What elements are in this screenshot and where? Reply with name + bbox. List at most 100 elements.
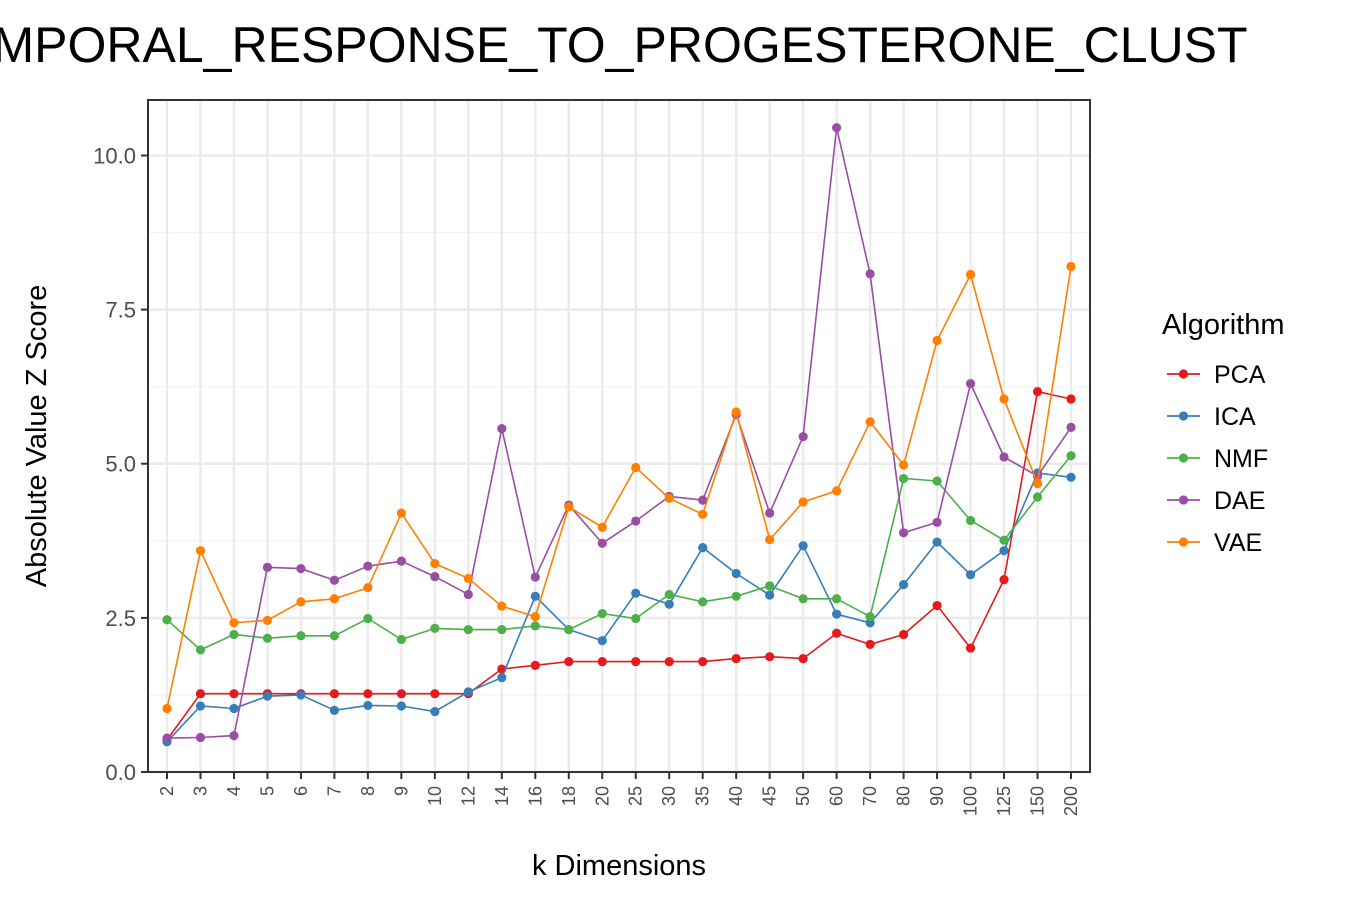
data-point-vae bbox=[731, 407, 741, 417]
legend-title: Algorithm bbox=[1162, 309, 1285, 341]
data-point-dae bbox=[1066, 422, 1076, 432]
data-point-ica bbox=[832, 609, 842, 619]
data-point-dae bbox=[765, 508, 775, 518]
data-point-vae bbox=[1032, 478, 1043, 489]
x-tick-label: 45 bbox=[760, 786, 780, 806]
series-line-vae bbox=[166, 266, 1072, 709]
data-point-vae bbox=[396, 508, 406, 518]
legend-key-point bbox=[1178, 369, 1189, 379]
x-tick-label: 5 bbox=[257, 786, 277, 796]
data-point-ica bbox=[765, 590, 775, 600]
data-point-nmf bbox=[329, 631, 340, 641]
legend-key-point bbox=[1178, 411, 1189, 421]
x-tick-label: 50 bbox=[793, 786, 813, 806]
data-point-pca bbox=[396, 689, 406, 699]
data-point-dae bbox=[430, 571, 440, 582]
data-point-pca bbox=[698, 657, 708, 667]
legend-label: NMF bbox=[1214, 445, 1268, 473]
data-point-vae bbox=[497, 601, 507, 611]
data-point-nmf bbox=[530, 621, 540, 631]
chart-title: MPORAL_RESPONSE_TO_PROGESTERONE_CLUST bbox=[0, 17, 1247, 73]
data-point-vae bbox=[664, 493, 674, 503]
data-point-vae bbox=[765, 534, 775, 545]
data-point-nmf bbox=[965, 515, 976, 526]
legend-label: VAE bbox=[1214, 529, 1262, 557]
data-point-vae bbox=[798, 497, 808, 507]
y-tick-label: 5.0 bbox=[105, 452, 136, 477]
data-point-ica bbox=[363, 700, 373, 711]
data-point-ica bbox=[396, 701, 406, 711]
data-point-dae bbox=[597, 538, 607, 548]
y-axis-title: Absolute Value Z Score bbox=[21, 285, 53, 588]
data-point-vae bbox=[229, 618, 239, 628]
series-vae bbox=[162, 261, 1076, 714]
data-point-nmf bbox=[195, 645, 206, 655]
x-tick-label: 90 bbox=[927, 786, 947, 806]
data-point-nmf bbox=[798, 594, 808, 604]
panel-background bbox=[148, 100, 1090, 772]
data-point-pca bbox=[965, 643, 976, 653]
data-point-nmf bbox=[1066, 451, 1076, 461]
data-point-pca bbox=[597, 657, 607, 667]
x-tick-label: 10 bbox=[425, 786, 445, 806]
legend-key-point bbox=[1178, 537, 1189, 547]
x-tick-label: 125 bbox=[994, 786, 1014, 816]
data-point-ica bbox=[430, 706, 440, 717]
series-line-ica bbox=[166, 472, 1072, 743]
legend-label: DAE bbox=[1214, 487, 1265, 515]
data-point-ica bbox=[296, 690, 306, 700]
data-point-ica bbox=[631, 588, 641, 598]
x-axis-title: k Dimensions bbox=[532, 850, 706, 882]
data-point-pca bbox=[195, 689, 206, 699]
data-point-vae bbox=[832, 486, 842, 496]
x-tick-label: 14 bbox=[492, 786, 512, 806]
data-point-pca bbox=[430, 689, 440, 699]
data-point-nmf bbox=[999, 535, 1009, 545]
data-point-dae bbox=[865, 269, 875, 279]
legend-item-dae: DAE bbox=[1167, 487, 1265, 515]
data-point-nmf bbox=[932, 476, 942, 486]
legend: Algorithm PCA ICA NMF DAE VAE bbox=[1162, 309, 1285, 557]
data-point-vae bbox=[898, 460, 909, 470]
x-tick-label: 40 bbox=[726, 786, 746, 806]
data-point-ica bbox=[664, 599, 674, 609]
legend-label: ICA bbox=[1214, 403, 1256, 431]
data-point-pca bbox=[564, 657, 574, 667]
data-point-vae bbox=[430, 559, 440, 569]
data-point-dae bbox=[698, 495, 708, 505]
data-point-vae bbox=[698, 509, 708, 519]
data-point-vae bbox=[296, 597, 306, 607]
data-point-ica bbox=[262, 691, 273, 701]
data-point-dae bbox=[932, 517, 942, 527]
x-tick-label: 60 bbox=[827, 786, 847, 806]
data-point-dae bbox=[530, 572, 540, 582]
data-point-vae bbox=[195, 546, 206, 556]
data-point-dae bbox=[832, 123, 842, 133]
data-point-ica bbox=[731, 568, 741, 579]
data-point-ica bbox=[463, 687, 473, 697]
data-point-nmf bbox=[765, 581, 775, 591]
data-point-ica bbox=[698, 542, 708, 553]
data-point-nmf bbox=[497, 624, 507, 635]
x-tick-label: 16 bbox=[525, 786, 545, 806]
data-point-dae bbox=[898, 528, 909, 538]
x-tick-label: 25 bbox=[626, 786, 646, 806]
x-tick-label: 6 bbox=[291, 786, 311, 796]
data-point-pca bbox=[1066, 394, 1076, 404]
data-point-vae bbox=[530, 612, 540, 622]
x-tick-label: 12 bbox=[458, 786, 478, 806]
legend-key-point bbox=[1178, 495, 1189, 505]
data-point-nmf bbox=[396, 634, 406, 645]
data-point-pca bbox=[798, 653, 808, 664]
data-point-vae bbox=[262, 615, 273, 625]
data-point-dae bbox=[396, 556, 406, 566]
data-point-nmf bbox=[698, 597, 708, 607]
data-point-ica bbox=[898, 579, 909, 590]
data-point-ica bbox=[497, 673, 507, 683]
data-point-vae bbox=[329, 594, 340, 604]
data-point-nmf bbox=[731, 591, 741, 601]
x-tick-label: 18 bbox=[559, 786, 579, 806]
data-point-vae bbox=[564, 502, 574, 512]
y-tick-label: 2.5 bbox=[105, 606, 136, 631]
